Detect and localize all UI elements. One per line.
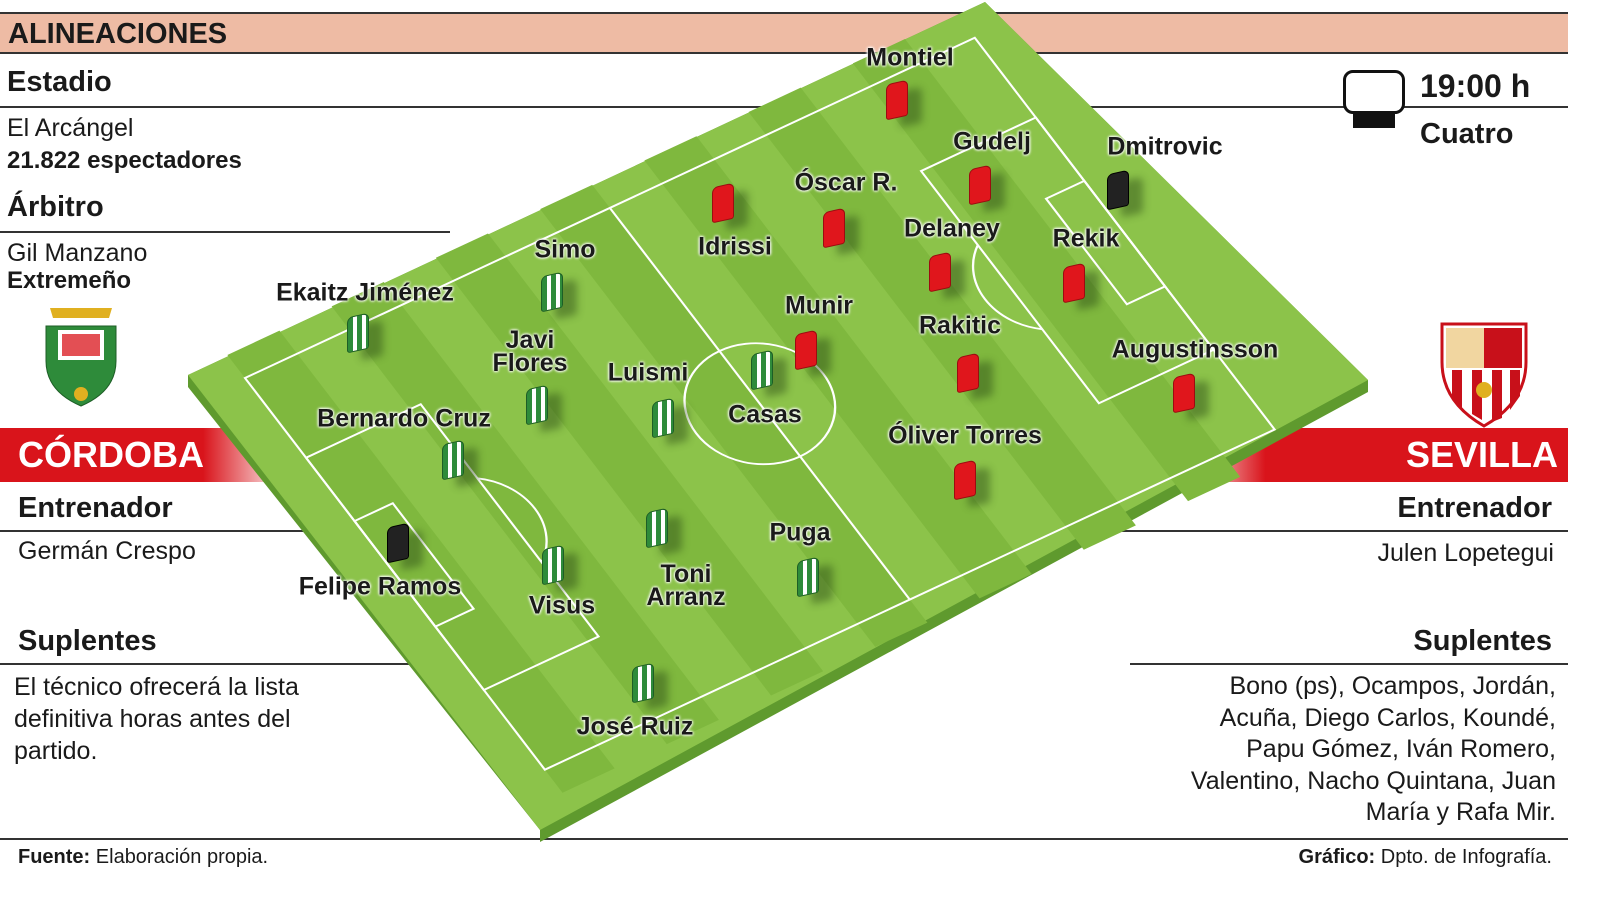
away-subs-label: Suplentes <box>1413 625 1552 657</box>
jersey-icon <box>526 384 548 426</box>
source-label: Fuente: <box>18 846 91 868</box>
graphic-label: Gráfico: <box>1298 846 1376 868</box>
home-coach-label: Entrenador <box>18 492 173 524</box>
away-coach: Julen Lopetegui <box>1377 539 1554 567</box>
page-title: ALINEACIONES <box>8 18 228 50</box>
home-player-name: Felipe Ramos <box>298 572 462 601</box>
jersey-icon <box>542 544 564 586</box>
sevilla-crest <box>1440 322 1528 428</box>
jersey-icon <box>541 271 563 313</box>
home-player-name: Javi Flores <box>492 326 568 377</box>
source-credit: Fuente: Elaboración propia. <box>18 846 268 869</box>
jersey-icon <box>929 251 951 293</box>
away-coach-label: Entrenador <box>1397 492 1552 524</box>
away-player-name: Idrissi <box>698 232 772 261</box>
home-player-name: Casas <box>728 400 802 429</box>
away-player-name: Delaney <box>904 214 1000 243</box>
referee-region: Extremeño <box>7 267 132 294</box>
source-text: Elaboración propia. <box>95 846 269 868</box>
jersey-icon <box>652 397 674 439</box>
home-player-name: José Ruiz <box>576 712 694 741</box>
away-player-name: Rekik <box>1052 224 1120 253</box>
away-player-name: Gudelj <box>953 127 1031 156</box>
divider <box>0 663 420 665</box>
divider <box>0 838 1568 840</box>
away-player-name: Óscar R. <box>794 168 898 197</box>
tv-channel: Cuatro <box>1420 118 1514 150</box>
cordoba-crest <box>45 308 117 407</box>
graphic-text: Dpto. de Infografía. <box>1380 846 1552 868</box>
pitch-markings <box>227 36 1277 793</box>
tv-stand-icon <box>1353 114 1395 128</box>
jersey-icon <box>823 207 845 249</box>
tv-icon <box>1343 70 1405 114</box>
kickoff-time: 19:00 h <box>1420 68 1531 104</box>
away-player-name: Dmitrovic <box>1107 132 1223 161</box>
home-player-name: Bernardo Cruz <box>317 404 491 433</box>
jersey-icon <box>886 79 908 121</box>
jersey-icon <box>1063 262 1085 304</box>
home-player-name: Ekaitz Jiménez <box>276 278 454 307</box>
home-player-name: Simo <box>534 235 596 264</box>
jersey-icon <box>957 352 979 394</box>
stadium-name: El Arcángel <box>7 114 134 142</box>
away-team-name: SEVILLA <box>1405 434 1558 475</box>
pitch-stripe <box>227 330 615 793</box>
away-player-name: Óliver Torres <box>888 421 1042 450</box>
divider <box>1100 530 1568 532</box>
goalkeeper-jersey-icon <box>1107 169 1129 211</box>
away-player-name: Rakitic <box>919 311 1001 340</box>
divider <box>1130 663 1568 665</box>
home-player-name: Visus <box>528 591 596 620</box>
jersey-icon <box>632 662 654 704</box>
jersey-icon <box>795 329 817 371</box>
jersey-icon <box>712 182 734 224</box>
home-subs: El técnico ofrecerá la lista definitiva … <box>14 673 299 765</box>
away-subs: Bono (ps), Ocampos, Jordán, Acuña, Diego… <box>1190 672 1556 826</box>
goalkeeper-jersey-icon <box>387 522 409 564</box>
home-player-name: Toni Arranz <box>646 560 726 611</box>
attendance: 21.822 espectadores <box>7 147 242 174</box>
home-coach: Germán Crespo <box>18 537 196 565</box>
pitch-stripe <box>540 184 928 647</box>
jersey-icon <box>969 164 991 206</box>
referee-name: Gil Manzano <box>7 239 148 267</box>
pitch-stripe <box>748 87 1136 550</box>
pitch-stripe <box>331 282 719 745</box>
divider <box>0 231 450 233</box>
jersey-icon <box>347 312 369 354</box>
home-subs-label: Suplentes <box>18 625 157 657</box>
home-player-name: Puga <box>769 518 831 547</box>
pitch-stripe <box>644 136 1032 599</box>
pitch-stripe <box>852 39 1241 502</box>
home-player-name: Luismi <box>607 358 689 387</box>
jersey-icon <box>797 556 819 598</box>
pitch-stripe <box>435 233 824 696</box>
away-player-name: Munir <box>784 291 854 320</box>
stadium-label: Estadio <box>7 66 112 98</box>
divider <box>0 530 330 532</box>
away-player-name: Augustinsson <box>1111 335 1279 364</box>
jersey-icon <box>954 459 976 501</box>
jersey-icon <box>1173 372 1195 414</box>
away-player-name: Montiel <box>866 43 954 72</box>
jersey-icon <box>646 507 668 549</box>
jersey-icon <box>751 349 773 391</box>
referee-label: Árbitro <box>7 191 104 223</box>
header-bar: ALINEACIONES <box>0 12 1568 54</box>
home-team-name: CÓRDOBA <box>18 434 204 475</box>
jersey-icon <box>442 439 464 481</box>
graphic-credit: Gráfico: Dpto. de Infografía. <box>1299 846 1552 869</box>
